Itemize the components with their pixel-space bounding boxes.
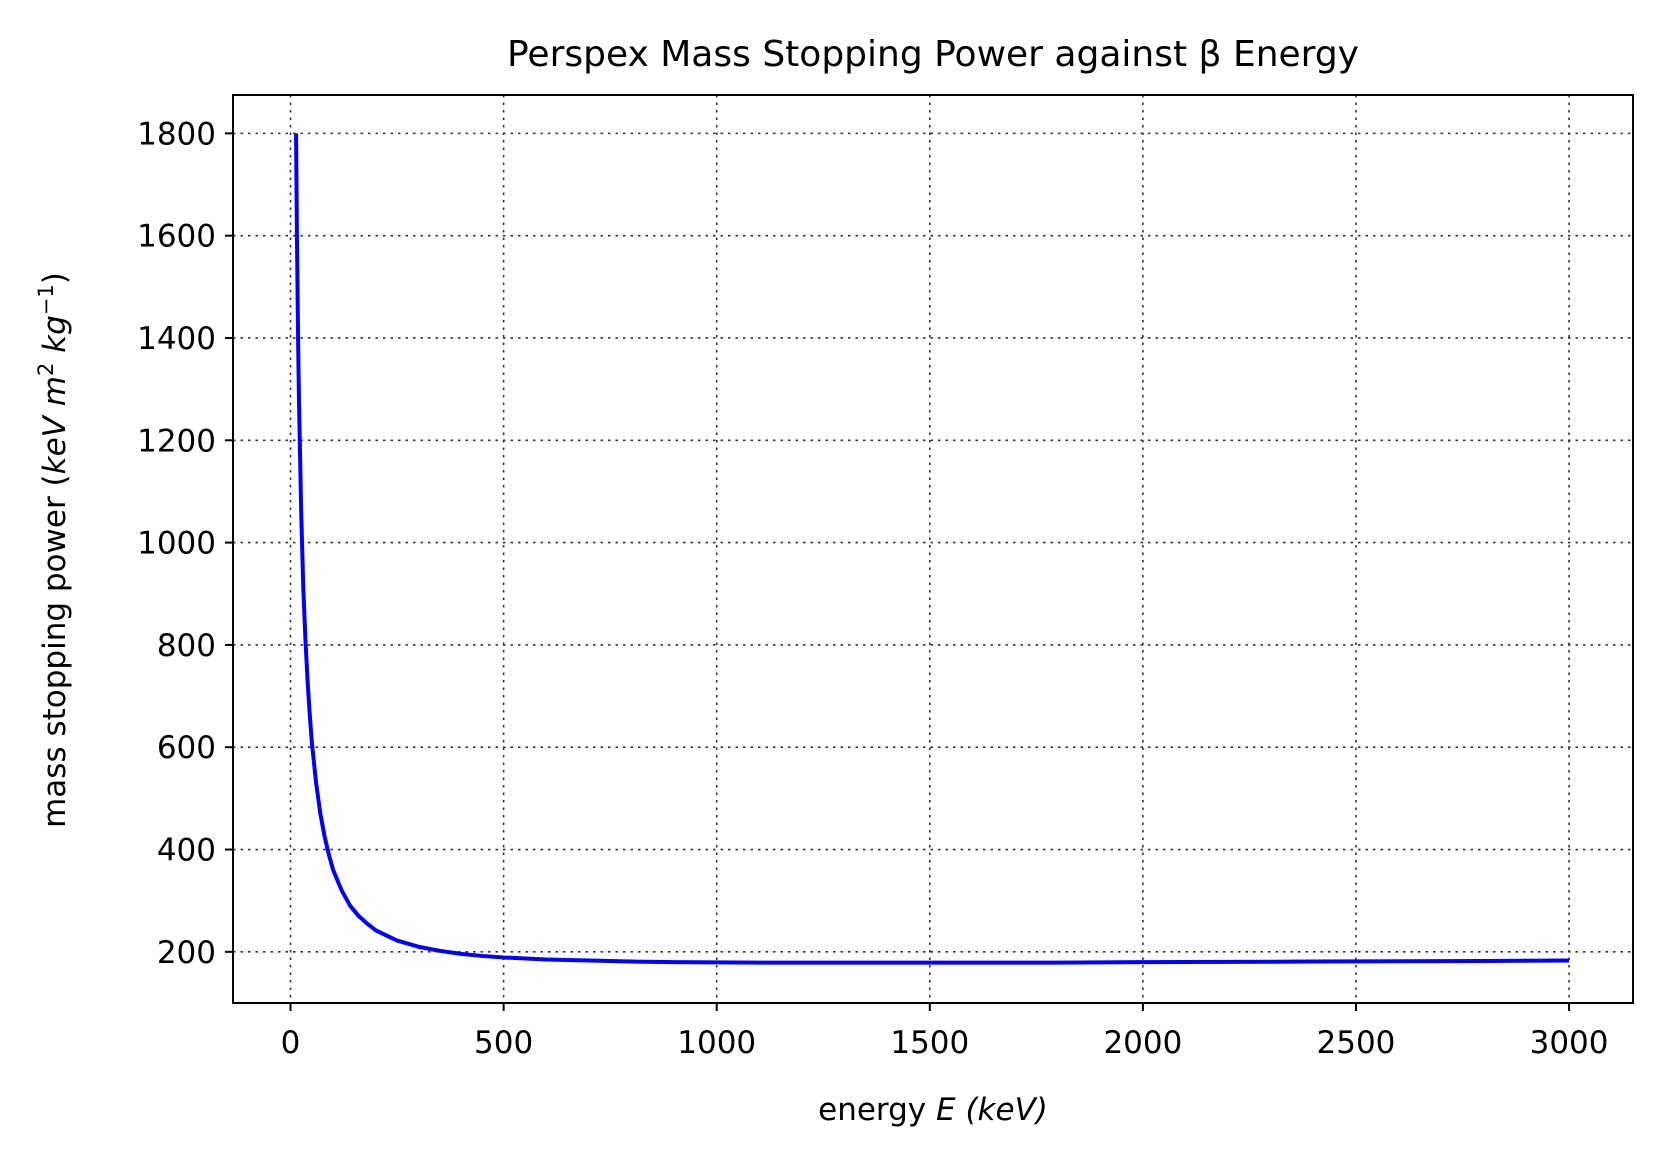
- x-axis-label-space: [956, 1092, 966, 1128]
- x-tick-label: 1500: [890, 1025, 969, 1061]
- chart-title: Perspex Mass Stopping Power against β En…: [507, 34, 1359, 75]
- y-tick-label: 200: [157, 935, 216, 971]
- series-line: [294, 133, 1570, 965]
- y-tick-label: 400: [157, 833, 216, 869]
- y-tick-label: 600: [157, 730, 216, 766]
- y-axis-label: mass stopping power (keV m2 kg−1): [34, 272, 73, 828]
- x-tick-label: 0: [281, 1025, 301, 1061]
- y-axis-label-open: (: [37, 474, 73, 486]
- x-tick-label: 3000: [1530, 1025, 1609, 1061]
- y-axis-label-close: ): [37, 272, 73, 284]
- y-axis-label-sup-1: 2: [34, 363, 58, 376]
- y-tick-label: 1600: [137, 219, 216, 255]
- y-tick-label: 1200: [137, 423, 216, 459]
- grid: [233, 95, 1633, 1003]
- x-axis-label-unit: (keV): [965, 1092, 1047, 1128]
- y-axis-label-unit-2: kg: [37, 315, 73, 362]
- y-axis-label-sup-2: −1: [34, 284, 58, 315]
- axis-ticks: 0 500 1000 1500 2000 2500 3000 200 400 600 800 1000…: [137, 116, 1608, 1061]
- x-tick-label: 2500: [1317, 1025, 1396, 1061]
- y-axis-label-prefix: mass stopping power: [37, 486, 73, 827]
- y-tick-label: 1400: [137, 321, 216, 357]
- x-axis-label: energy E (keV): [818, 1092, 1048, 1128]
- y-tick-label: 800: [157, 628, 216, 664]
- plot-area-frame: [232, 94, 1634, 1004]
- x-tick-label: 2000: [1103, 1025, 1182, 1061]
- x-tick-label: 1000: [677, 1025, 756, 1061]
- y-tick-label: 1800: [137, 116, 216, 152]
- x-axis-label-prefix: energy: [818, 1092, 936, 1128]
- y-axis-label-unit-1: keV m: [37, 376, 73, 474]
- x-tick-label: 500: [474, 1025, 533, 1061]
- x-axis-label-variable: E: [936, 1092, 956, 1128]
- y-tick-label: 1000: [137, 526, 216, 562]
